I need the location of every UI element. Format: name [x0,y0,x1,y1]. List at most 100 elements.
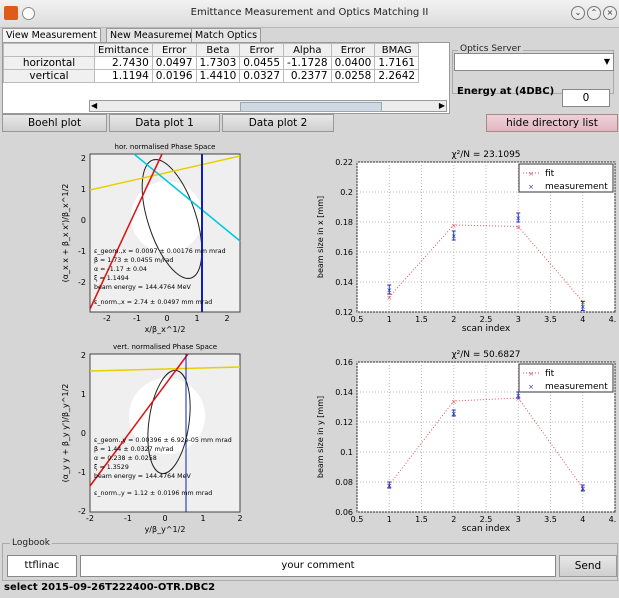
table-cell[interactable]: 1.4410 [195,69,241,83]
logbook-user-field[interactable]: ttflinac [7,555,77,577]
x-tick-label: 0.5 [351,515,364,524]
minimize-icon[interactable]: ⌄ [571,6,585,20]
column-header[interactable]: Alpha [283,43,332,57]
table-cell[interactable]: 1.7161 [374,56,420,70]
x-tick-label: 4.5 [609,515,616,524]
maximize-icon[interactable]: ⌃ [587,6,601,20]
x-tick-label: 4.5 [609,315,616,324]
column-header[interactable]: BMAG [374,43,420,57]
measurement-point: × [580,303,586,311]
table-cell[interactable]: -1.1728 [283,56,332,70]
column-header[interactable]: Error [151,43,197,57]
tab-view-measurement[interactable]: View Measurement [2,28,101,43]
measurement-point: × [515,215,521,223]
logbook-comment-field[interactable]: your comment [80,555,556,577]
chart-ylabel: beam size in x [mm] [316,196,325,278]
table-cell[interactable]: 0.0196 [151,69,197,83]
hide-directory-list-button[interactable]: hide directory list [486,114,618,132]
fit-line [388,397,584,489]
x-tick-label: 0.5 [351,315,364,324]
tick-label: 2 [81,351,86,360]
fit-point: × [386,294,392,302]
table-cell[interactable]: 1.7303 [195,56,241,70]
phase-v-annotation: α = 0.238 ± 0.0258 [94,455,157,462]
boehl-plot-button[interactable]: Boehl plot [2,114,107,132]
phase-h-annotation: ε_geom.,x = 0.0097 ± 0.00176 mm mrad [94,248,226,255]
row-header[interactable]: horizontal [3,56,95,70]
corner-cell [3,43,95,57]
matlab-icon [4,6,18,20]
table-cell[interactable]: 0.0497 [151,56,197,70]
tick-label: -2 [78,278,86,287]
table-cell[interactable]: 1.1194 [94,69,153,83]
column-header[interactable]: Error [330,43,376,57]
tab-new-measurement[interactable]: New Measurement [106,28,203,42]
optics-server-select[interactable]: ▼ [454,53,614,71]
y-tick-label: 0.14 [335,278,353,287]
measurement-point: × [451,233,457,241]
tick-label: 1 [194,314,199,323]
send-button[interactable]: Send [559,555,617,577]
tick-label: -2 [86,514,94,523]
x-tick-label: 3.5 [544,315,557,324]
tick-label: -1 [124,514,132,523]
column-header[interactable]: Beta [195,43,241,57]
x-tick-label: 3.5 [544,515,557,524]
x-tick-label: 2 [451,515,456,524]
legend-measurement-label: measurement [545,182,608,192]
table-cell[interactable]: 2.7430 [94,56,153,70]
energy-field[interactable]: 0 [562,89,610,107]
table-row: vertical 1.1194 0.0196 1.4410 0.0327 0.2… [3,69,420,83]
beam-size-y-chart: 0.5 1 1.5 2 2.5 3 3.5 4 4.5 0.16 0.14 0.12 0.1 0.08 0.… [316,350,619,534]
data-plot-1-button[interactable]: Data plot 1 [109,114,220,132]
table-cell[interactable]: 0.0258 [330,69,376,83]
scroll-left-icon[interactable]: ◀ [91,101,98,110]
x-tick-label: 1.5 [415,515,428,524]
phase-v-annotation: ξ = 1.3529 [94,464,129,471]
phase-v-ylabel: (α_y y + β_y y')/β_y^1/2 [61,384,70,483]
column-header[interactable]: Error [239,43,285,57]
table-cell[interactable]: 0.2377 [283,69,332,83]
phase-h-annotation: β = 1.73 ± 0.0455 m/rad [94,257,173,264]
phase-h-annotation: beam energy = 144.4764 MeV [94,284,191,291]
phase-v-annotation: beam energy = 144.4764 MeV [94,473,191,480]
phase-space-vertical: vert. normalised Phase Space (α_y y + β_… [61,343,243,534]
tick-label: -1 [133,314,141,323]
optics-server-label: Optics Server [458,44,523,54]
tick-label: 2 [237,514,242,523]
beam-size-x-chart: 0.5 1 1.5 2 2.5 3 3.5 4 4.5 0.22 0.2 0.18 0.16 0.14 0.… [316,150,619,334]
chart-xlabel: scan index [462,524,511,534]
column-header[interactable]: Emittance [94,43,153,57]
optics-server-group [452,50,614,94]
chart-xlabel: scan index [462,324,511,334]
x-tick-label: 2.5 [480,315,493,324]
tab-match-optics[interactable]: Match Optics [191,28,262,42]
tick-label: -2 [103,314,111,323]
table-cell[interactable]: 0.0327 [239,69,285,83]
fit-point: × [515,224,521,232]
chart-ylabel: beam size in y [mm] [316,396,325,478]
measurement-point: × [386,482,392,490]
table-horizontal-scrollbar[interactable]: ◀ ▶ [89,100,447,112]
data-plot-2-button[interactable]: Data plot 2 [222,114,334,132]
logbook-group [2,543,618,581]
table-cell[interactable]: 0.0400 [330,56,376,70]
y-tick-label: 0.14 [335,388,353,397]
title-bar: Emittance Measurement and Optics Matchin… [0,0,619,28]
close-icon[interactable]: × [603,6,617,20]
phase-v-yellow-line [89,366,241,372]
table-cell[interactable]: 0.0455 [239,56,285,70]
scroll-right-icon[interactable]: ▶ [438,101,445,110]
chart-title: χ²/N = 50.6827 [451,350,520,360]
scrollbar-thumb[interactable] [240,102,382,112]
x-tick-label: 3 [516,315,521,324]
energy-label: Energy at (4DBC) [457,86,555,97]
chevron-down-icon: ▼ [603,57,610,66]
table-cell[interactable]: 2.2642 [374,69,420,83]
window-menu-icon[interactable] [22,7,35,20]
row-header[interactable]: vertical [3,69,95,83]
x-tick-label: 3 [516,515,521,524]
x-tick-label: 4 [580,515,585,524]
window-title: Emittance Measurement and Optics Matchin… [190,7,429,18]
phase-h-ellipse [141,159,203,279]
